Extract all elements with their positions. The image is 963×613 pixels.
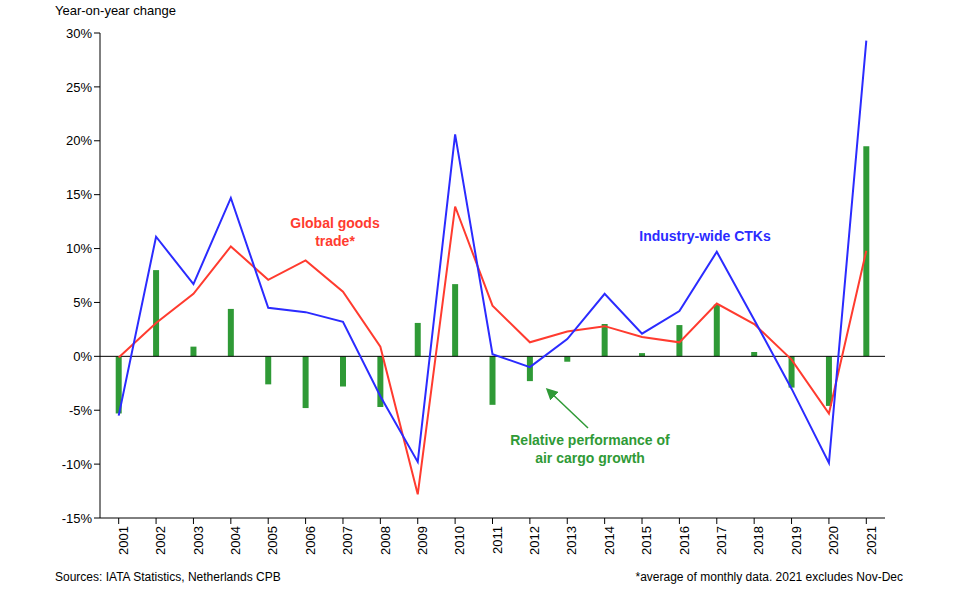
svg-text:2017: 2017 [714,526,729,555]
svg-text:2021: 2021 [864,526,879,555]
svg-text:2008: 2008 [378,526,393,555]
html-text:Global goods trade*: Global goods trade* [290,215,380,249]
svg-text:2010: 2010 [452,526,467,555]
svg-text:2015: 2015 [639,526,654,555]
svg-text:-15%: -15% [62,511,93,526]
svg-text:-10%: -10% [62,457,93,472]
html-text:Year-on-year change: Year-on-year change [55,3,176,18]
svg-text:15%: 15% [66,187,92,202]
svg-text:-5%: -5% [69,403,93,418]
svg-text:2020: 2020 [826,526,841,555]
svg-text:2018: 2018 [751,526,766,555]
html-text:*average of monthly data. 2021: *average of monthly data. 2021 excludes … [635,570,903,584]
svg-text:2013: 2013 [564,526,579,555]
svg-text:30%: 30% [66,26,92,41]
svg-text:2016: 2016 [677,526,692,555]
svg-text:2014: 2014 [602,526,617,555]
svg-text:2012: 2012 [527,526,542,555]
html-text:Industry-wide CTKs: Industry-wide CTKs [639,228,771,244]
svg-text:20%: 20% [66,133,92,148]
html-text:Relative performance of air ca: Relative performance of air cargo growth [510,432,670,466]
svg-text:2004: 2004 [228,526,243,555]
svg-text:2011: 2011 [490,526,505,554]
svg-text:2019: 2019 [789,526,804,555]
svg-text:2001: 2001 [116,526,131,555]
svg-text:2003: 2003 [191,526,206,555]
svg-text:2005: 2005 [265,526,280,555]
svg-text:10%: 10% [66,241,92,256]
svg-text:25%: 25% [66,80,92,95]
svg-text:5%: 5% [73,295,92,310]
svg-text:2009: 2009 [415,526,430,555]
svg-text:2006: 2006 [303,526,318,555]
svg-text:2002: 2002 [153,526,168,555]
svg-text:2007: 2007 [340,526,355,555]
svg-text:0%: 0% [73,349,92,364]
html-text:Sources: IATA Statistics, Neth: Sources: IATA Statistics, Netherlands CP… [55,570,281,584]
